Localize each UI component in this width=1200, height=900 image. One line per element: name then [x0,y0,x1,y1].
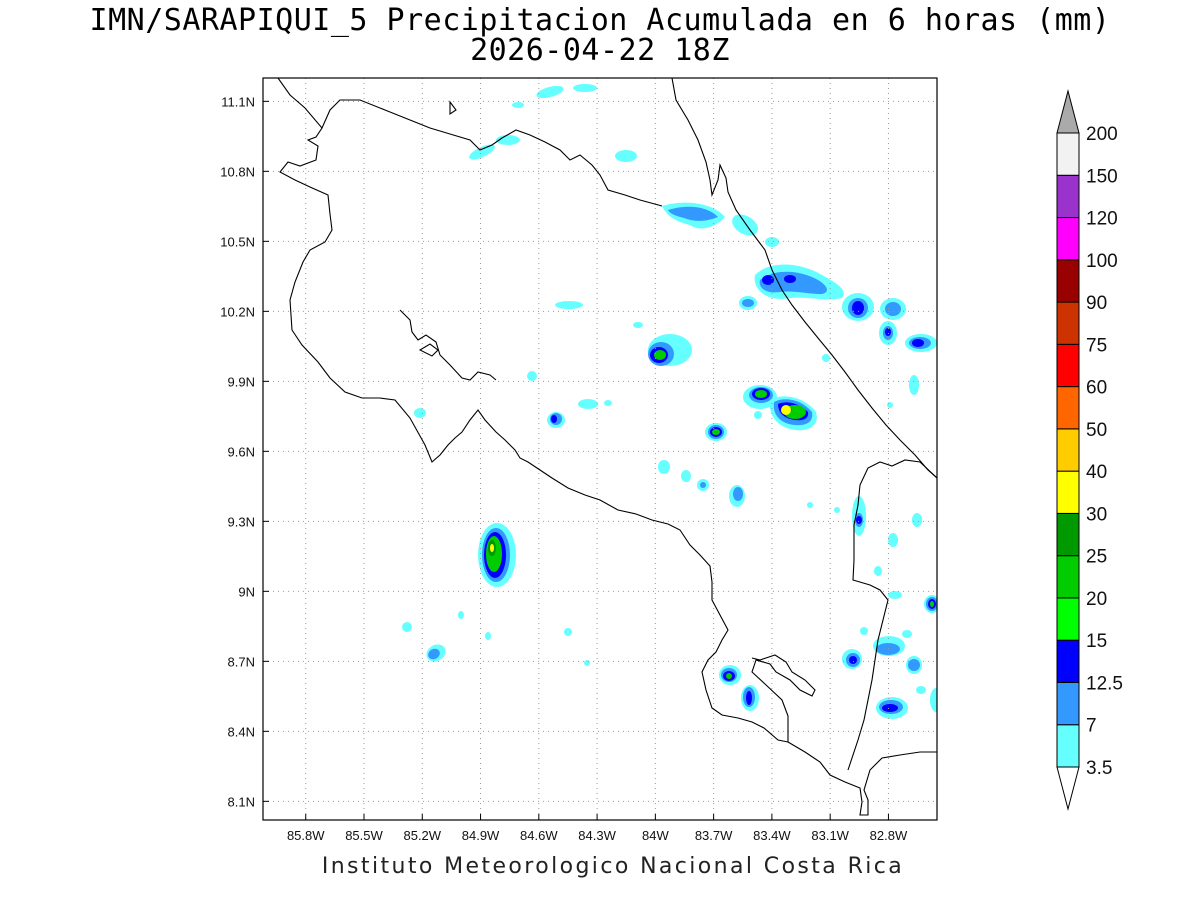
lat-tick-label: 9N [238,584,255,599]
lat-tick-label: 8.7N [228,654,255,669]
colorbar-label: 150 [1086,166,1118,187]
colorbar-label: 30 [1086,504,1107,525]
lat-tick-label: 9.9N [228,374,255,389]
lon-tick-label: 84.9W [462,828,500,843]
colorbar-segment [1056,132,1080,176]
colorbar-segment [1056,174,1080,219]
colorbar-label: 200 [1086,124,1118,145]
lat-tick-label: 10.5N [220,234,255,249]
colorbar-segment [1056,724,1080,768]
lon-tick-label: 85.2W [403,828,441,843]
colorbar-label: 12.5 [1086,673,1123,694]
colorbar-label: 50 [1086,420,1107,441]
lon-tick-label: 82.8W [870,828,908,843]
lat-tick-label: 8.1N [228,794,255,809]
colorbar-label: 25 [1086,547,1107,568]
map-title: IMN/SARAPIQUI_5 Precipitacion Acumulada … [89,3,1111,38]
colorbar-segment [1056,217,1080,261]
lat-axis: 11.1N 10.8N 10.5N 10.2N 9.9N 9.6N 9.3N 9N 8.7N 8.… [220,94,269,809]
colorbar-label: 60 [1086,378,1107,399]
colorbar-label: 7 [1086,716,1097,737]
lat-tick-label: 8.4N [228,724,255,739]
colorbar-label: 100 [1086,251,1118,272]
colorbar-segment [1056,512,1080,557]
map-valid-time: 2026-04-22 18Z [470,33,730,68]
colorbar: 3.5 7 12.5 15 20 25 30 40 50 60 75 90 100 120 150 200 [1056,89,1123,811]
lon-tick-label: 84.6W [520,828,558,843]
colorbar-label: 120 [1086,209,1118,230]
lat-tick-label: 9.3N [228,514,255,529]
lon-tick-label: 83.4W [753,828,791,843]
plot-frame [262,77,938,821]
lon-tick-label: 85.5W [345,828,383,843]
colorbar-segment [1056,343,1080,388]
coastline [277,78,937,816]
colorbar-segment [1056,301,1080,345]
colorbar-segment [1056,470,1080,514]
lat-tick-label: 10.2N [220,304,255,319]
colorbar-segment [1056,428,1080,472]
precip-field [402,84,937,719]
map-grid [263,78,937,820]
colorbar-label: 20 [1086,589,1107,610]
lat-tick-label: 11.1N [221,94,255,109]
colorbar-label: 75 [1086,335,1107,356]
lon-tick-label: 83.1W [811,828,849,843]
lon-tick-label: 83.7W [695,828,733,843]
colorbar-label: 15 [1086,631,1107,652]
colorbar-segment [1056,597,1080,641]
lon-tick-label: 84W [642,828,669,843]
colorbar-segment [1056,386,1080,430]
colorbar-segment [1056,639,1080,683]
colorbar-label: 90 [1086,293,1107,314]
lon-tick-label: 84.3W [578,828,616,843]
colorbar-under-triangle [1056,766,1080,811]
colorbar-segment [1056,259,1080,303]
colorbar-segment [1056,555,1080,599]
colorbar-segment [1056,681,1080,726]
lon-axis: 85.8W 85.5W 85.2W 84.9W 84.6W 84.3W 84W 83.7W 83… [287,814,908,843]
colorbar-label: 3.5 [1086,758,1112,779]
lon-tick-label: 85.8W [287,828,325,843]
lat-tick-label: 10.8N [220,164,255,179]
colorbar-over-triangle [1056,89,1080,134]
credit-line: Instituto Meteorologico Nacional Costa R… [321,854,905,879]
lat-tick-label: 9.6N [228,444,255,459]
colorbar-label: 40 [1086,462,1107,483]
